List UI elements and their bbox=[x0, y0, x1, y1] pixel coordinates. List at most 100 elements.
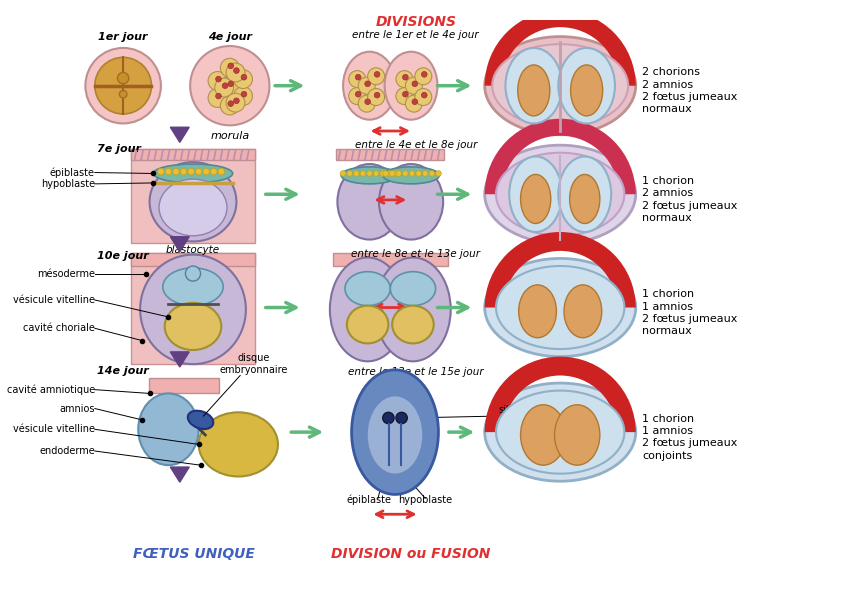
Circle shape bbox=[355, 91, 361, 97]
Text: hypoblaste: hypoblaste bbox=[398, 495, 452, 505]
Text: endoderme: endoderme bbox=[39, 446, 95, 456]
Circle shape bbox=[435, 170, 441, 176]
Text: vésicule vitelline: vésicule vitelline bbox=[13, 424, 95, 434]
FancyBboxPatch shape bbox=[131, 253, 255, 364]
Bar bbox=[149, 379, 219, 394]
Text: disque
embryonnaire: disque embryonnaire bbox=[219, 353, 287, 374]
Ellipse shape bbox=[570, 175, 600, 224]
Text: normaux: normaux bbox=[643, 213, 692, 223]
Ellipse shape bbox=[343, 52, 396, 119]
Circle shape bbox=[203, 168, 209, 175]
Circle shape bbox=[382, 170, 388, 176]
Ellipse shape bbox=[139, 394, 199, 465]
Ellipse shape bbox=[330, 257, 405, 361]
FancyBboxPatch shape bbox=[131, 149, 255, 244]
Circle shape bbox=[396, 71, 413, 88]
Text: 1 chorion: 1 chorion bbox=[643, 414, 694, 424]
Ellipse shape bbox=[509, 157, 562, 232]
Text: épiblaste: épiblaste bbox=[346, 494, 391, 505]
Ellipse shape bbox=[199, 412, 278, 476]
Circle shape bbox=[95, 58, 151, 114]
Ellipse shape bbox=[518, 285, 557, 338]
Text: 1 amnios: 1 amnios bbox=[643, 426, 694, 436]
Circle shape bbox=[228, 81, 234, 86]
Circle shape bbox=[422, 71, 427, 77]
Circle shape bbox=[405, 95, 422, 112]
Ellipse shape bbox=[379, 164, 443, 239]
Ellipse shape bbox=[484, 259, 636, 356]
Ellipse shape bbox=[506, 48, 562, 124]
Circle shape bbox=[389, 170, 395, 176]
Circle shape bbox=[228, 63, 234, 69]
Circle shape bbox=[190, 46, 269, 125]
Circle shape bbox=[358, 95, 375, 112]
Circle shape bbox=[220, 58, 239, 77]
Circle shape bbox=[354, 170, 360, 176]
Circle shape bbox=[340, 170, 346, 176]
Ellipse shape bbox=[163, 268, 224, 305]
Text: cavité choriale: cavité choriale bbox=[23, 323, 95, 333]
Text: 1er jour: 1er jour bbox=[99, 32, 148, 43]
Circle shape bbox=[374, 71, 380, 77]
Circle shape bbox=[368, 89, 384, 106]
Wedge shape bbox=[484, 10, 636, 86]
Circle shape bbox=[405, 77, 422, 94]
Circle shape bbox=[422, 92, 427, 98]
Circle shape bbox=[234, 70, 252, 89]
Text: normaux: normaux bbox=[643, 326, 692, 336]
Circle shape bbox=[222, 83, 228, 89]
Circle shape bbox=[396, 88, 413, 104]
Circle shape bbox=[234, 98, 239, 104]
Ellipse shape bbox=[496, 266, 625, 349]
Text: 2 amnios: 2 amnios bbox=[643, 80, 694, 90]
Bar bbox=[332, 253, 448, 266]
Circle shape bbox=[241, 74, 246, 80]
Ellipse shape bbox=[520, 175, 551, 224]
Ellipse shape bbox=[484, 383, 636, 481]
Ellipse shape bbox=[570, 65, 603, 116]
Circle shape bbox=[85, 48, 161, 124]
Text: 1 chorion: 1 chorion bbox=[643, 289, 694, 299]
Ellipse shape bbox=[492, 44, 628, 127]
Ellipse shape bbox=[150, 162, 236, 241]
Circle shape bbox=[220, 76, 239, 95]
Circle shape bbox=[429, 170, 434, 176]
Ellipse shape bbox=[345, 272, 390, 305]
Circle shape bbox=[368, 68, 384, 85]
Circle shape bbox=[365, 99, 371, 104]
Circle shape bbox=[387, 170, 392, 176]
Bar bbox=[131, 253, 255, 266]
Text: 1 amnios: 1 amnios bbox=[643, 302, 694, 311]
Ellipse shape bbox=[352, 370, 439, 494]
Text: conjoints: conjoints bbox=[643, 451, 693, 461]
Circle shape bbox=[422, 170, 428, 176]
Ellipse shape bbox=[140, 254, 246, 364]
Wedge shape bbox=[484, 356, 636, 432]
Text: blastocyte: blastocyte bbox=[166, 245, 220, 255]
Circle shape bbox=[382, 412, 394, 424]
Text: hypoblaste: hypoblaste bbox=[41, 179, 95, 189]
Circle shape bbox=[241, 91, 246, 97]
Ellipse shape bbox=[153, 164, 233, 183]
Text: épiblaste: épiblaste bbox=[50, 167, 95, 178]
Text: 2 chorions: 2 chorions bbox=[643, 67, 700, 77]
Circle shape bbox=[373, 170, 379, 176]
Text: normaux: normaux bbox=[643, 104, 692, 114]
Ellipse shape bbox=[518, 65, 550, 116]
Circle shape bbox=[173, 168, 179, 175]
Bar bbox=[131, 149, 255, 160]
Text: 2 fœtus jumeaux: 2 fœtus jumeaux bbox=[643, 314, 738, 324]
Circle shape bbox=[415, 68, 432, 85]
Ellipse shape bbox=[484, 37, 636, 135]
Circle shape bbox=[117, 73, 129, 84]
Ellipse shape bbox=[159, 179, 227, 236]
Circle shape bbox=[208, 71, 227, 91]
Circle shape bbox=[216, 93, 221, 99]
Ellipse shape bbox=[496, 391, 625, 473]
Ellipse shape bbox=[337, 164, 401, 239]
Circle shape bbox=[380, 170, 386, 176]
Bar bbox=[336, 149, 444, 160]
Circle shape bbox=[234, 68, 239, 73]
Circle shape bbox=[393, 170, 399, 176]
Circle shape bbox=[196, 168, 202, 175]
